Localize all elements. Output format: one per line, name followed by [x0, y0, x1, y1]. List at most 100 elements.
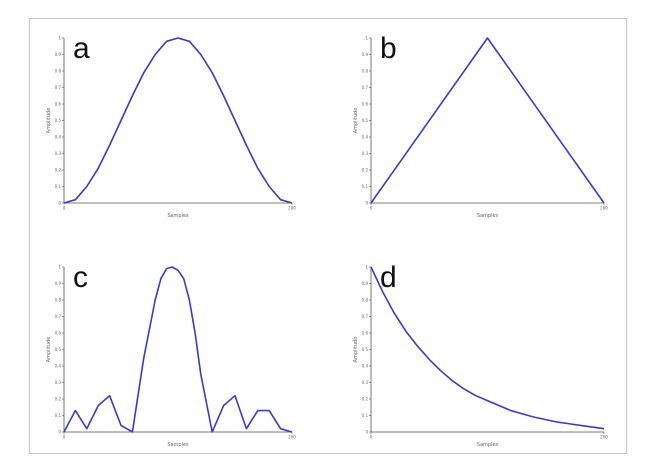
data-point: [132, 431, 133, 432]
y-tick-label: 0.5: [55, 347, 62, 352]
data-point: [177, 37, 178, 38]
y-tick-label: 0.2: [55, 396, 62, 401]
y-tick-label: 0.6: [362, 330, 369, 335]
data-point: [580, 425, 581, 426]
data-point: [405, 331, 406, 332]
data-point: [166, 268, 167, 269]
data-point: [120, 425, 121, 426]
data-point: [223, 95, 224, 96]
y-tick-label: 0.8: [362, 297, 369, 302]
y-tick-label: 0: [58, 200, 61, 205]
x-tick-label: 0: [370, 206, 373, 211]
y-tick-label: 0.4: [55, 363, 62, 368]
y-tick-label: 0.9: [55, 281, 62, 286]
series-line: [63, 266, 293, 433]
panel-c: 0 0.1 0.2 0.3 0.4 0.5 0.6 0.7 0.8 0.9 1 0 200 Samples…: [46, 261, 296, 448]
data-point: [280, 199, 281, 200]
data-point: [155, 54, 156, 55]
data-point: [557, 422, 558, 423]
data-point: [166, 41, 167, 42]
data-point: [155, 299, 156, 300]
y-axis-title: Amplitude: [353, 337, 359, 363]
series-line: [370, 37, 605, 204]
data-point: [452, 380, 453, 381]
y-tick-label: 1: [365, 35, 368, 40]
data-point: [269, 186, 270, 187]
y-tick-label: 0.3: [55, 151, 62, 156]
data-point: [417, 346, 418, 347]
data-point: [132, 95, 133, 96]
data-point: [212, 72, 213, 73]
x-tick-label: 200: [288, 206, 296, 211]
data-point: [370, 202, 371, 203]
data-point: [246, 145, 247, 146]
y-axis-title: Amplitude: [353, 108, 359, 134]
y-tick-label: 0.9: [362, 281, 369, 286]
y-tick-label: 0.5: [362, 347, 369, 352]
data-point: [257, 168, 258, 169]
data-point: [603, 428, 604, 429]
data-point: [223, 405, 224, 406]
y-tick-label: 0.1: [362, 413, 369, 418]
y-tick-label: 0.9: [362, 52, 369, 57]
data-point: [63, 431, 64, 432]
data-point: [75, 410, 76, 411]
x-axis-title: Samples: [167, 213, 189, 219]
data-point: [394, 313, 395, 314]
data-point: [246, 428, 247, 429]
data-point: [109, 395, 110, 396]
y-tick-label: 0.2: [362, 396, 369, 401]
data-point: [172, 266, 173, 267]
data-point: [98, 168, 99, 169]
data-point: [568, 423, 569, 424]
data-point: [200, 374, 201, 375]
y-tick-label: 0.3: [362, 380, 369, 385]
figure-frame: [29, 18, 627, 454]
data-point: [257, 410, 258, 411]
data-point: [75, 199, 76, 200]
y-tick-label: 0.7: [55, 314, 62, 319]
y-tick-label: 0.4: [55, 134, 62, 139]
panel-d: 0 0.1 0.2 0.3 0.4 0.5 0.6 0.7 0.8 0.9 1 0 200 Samples…: [353, 261, 608, 448]
data-point: [143, 72, 144, 73]
panel-letter: d: [380, 261, 397, 294]
data-point: [487, 400, 488, 401]
data-point: [291, 431, 292, 432]
y-tick-label: 0.1: [55, 184, 62, 189]
data-point: [86, 186, 87, 187]
y-tick-label: 0.6: [362, 101, 369, 106]
data-point: [160, 278, 161, 279]
y-axis-title: Amplitude: [46, 108, 52, 134]
panel-letter: c: [73, 261, 88, 294]
data-point: [98, 405, 99, 406]
data-point: [534, 417, 535, 418]
y-axis-title: Amplitude: [46, 337, 52, 363]
data-point: [177, 270, 178, 271]
data-point: [382, 291, 383, 292]
y-tick-label: 0.4: [362, 363, 369, 368]
data-point: [189, 41, 190, 42]
y-tick-label: 1: [365, 264, 368, 269]
data-point: [86, 428, 87, 429]
data-point: [195, 332, 196, 333]
data-point: [475, 395, 476, 396]
y-tick-label: 0.2: [55, 167, 62, 172]
y-tick-label: 0.7: [362, 314, 369, 319]
y-tick-label: 1: [58, 264, 61, 269]
series-line: [370, 266, 605, 430]
x-tick-label: 200: [600, 206, 608, 211]
data-point: [499, 405, 500, 406]
data-point: [603, 202, 604, 203]
y-tick-label: 0.6: [55, 330, 62, 335]
y-tick-label: 0.5: [362, 118, 369, 123]
data-point: [440, 370, 441, 371]
y-tick-label: 0.1: [362, 184, 369, 189]
y-tick-label: 0.8: [55, 297, 62, 302]
y-tick-label: 0.5: [55, 118, 62, 123]
y-tick-label: 0: [58, 429, 61, 434]
data-point: [545, 419, 546, 420]
y-tick-label: 1: [58, 35, 61, 40]
data-point: [120, 120, 121, 121]
data-point: [63, 202, 64, 203]
